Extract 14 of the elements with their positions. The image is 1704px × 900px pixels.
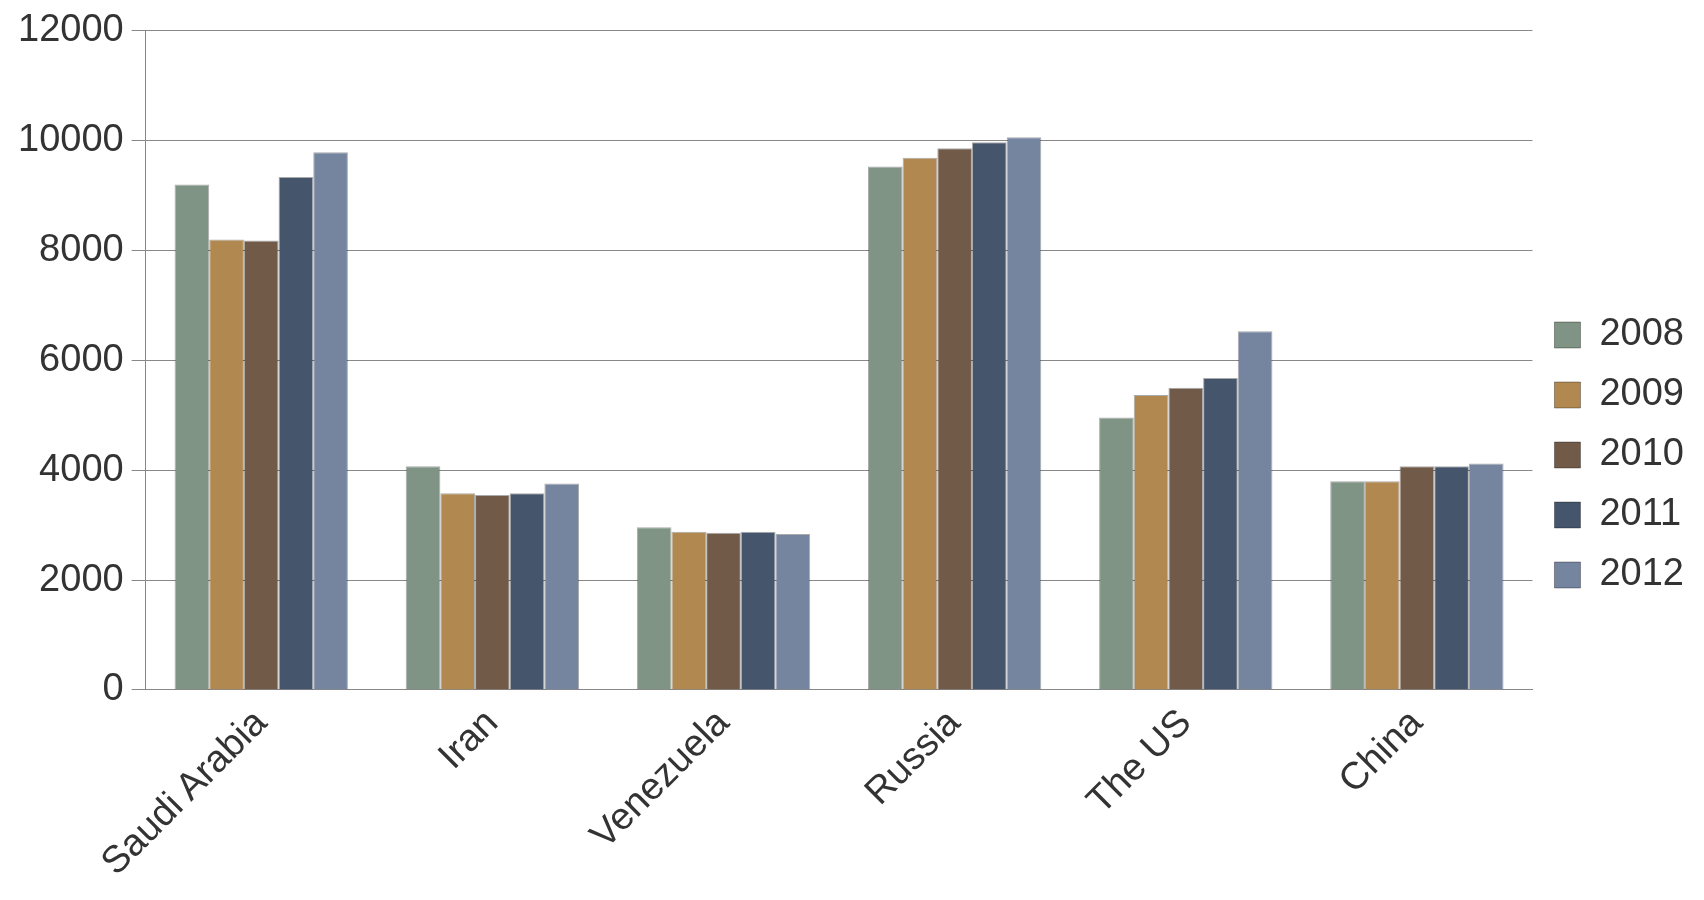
- legend-label: 2009: [1599, 371, 1685, 414]
- x-tick-label: The US: [1078, 700, 1199, 822]
- y-tick-label: 6000: [39, 336, 124, 379]
- legend-label: 2012: [1599, 551, 1685, 594]
- y-tick-label: 12000: [18, 7, 124, 50]
- legend-label: 2011: [1599, 491, 1682, 534]
- legend-label: 2010: [1599, 431, 1685, 474]
- y-tick-label: 0: [102, 666, 124, 709]
- x-tick-label: Iran: [429, 700, 506, 777]
- y-tick-label: 4000: [39, 446, 124, 489]
- y-tick-label: 2000: [39, 556, 124, 599]
- y-tick-label: 8000: [39, 226, 124, 269]
- legend-label: 2008: [1599, 311, 1685, 354]
- y-tick-label: 10000: [18, 117, 124, 160]
